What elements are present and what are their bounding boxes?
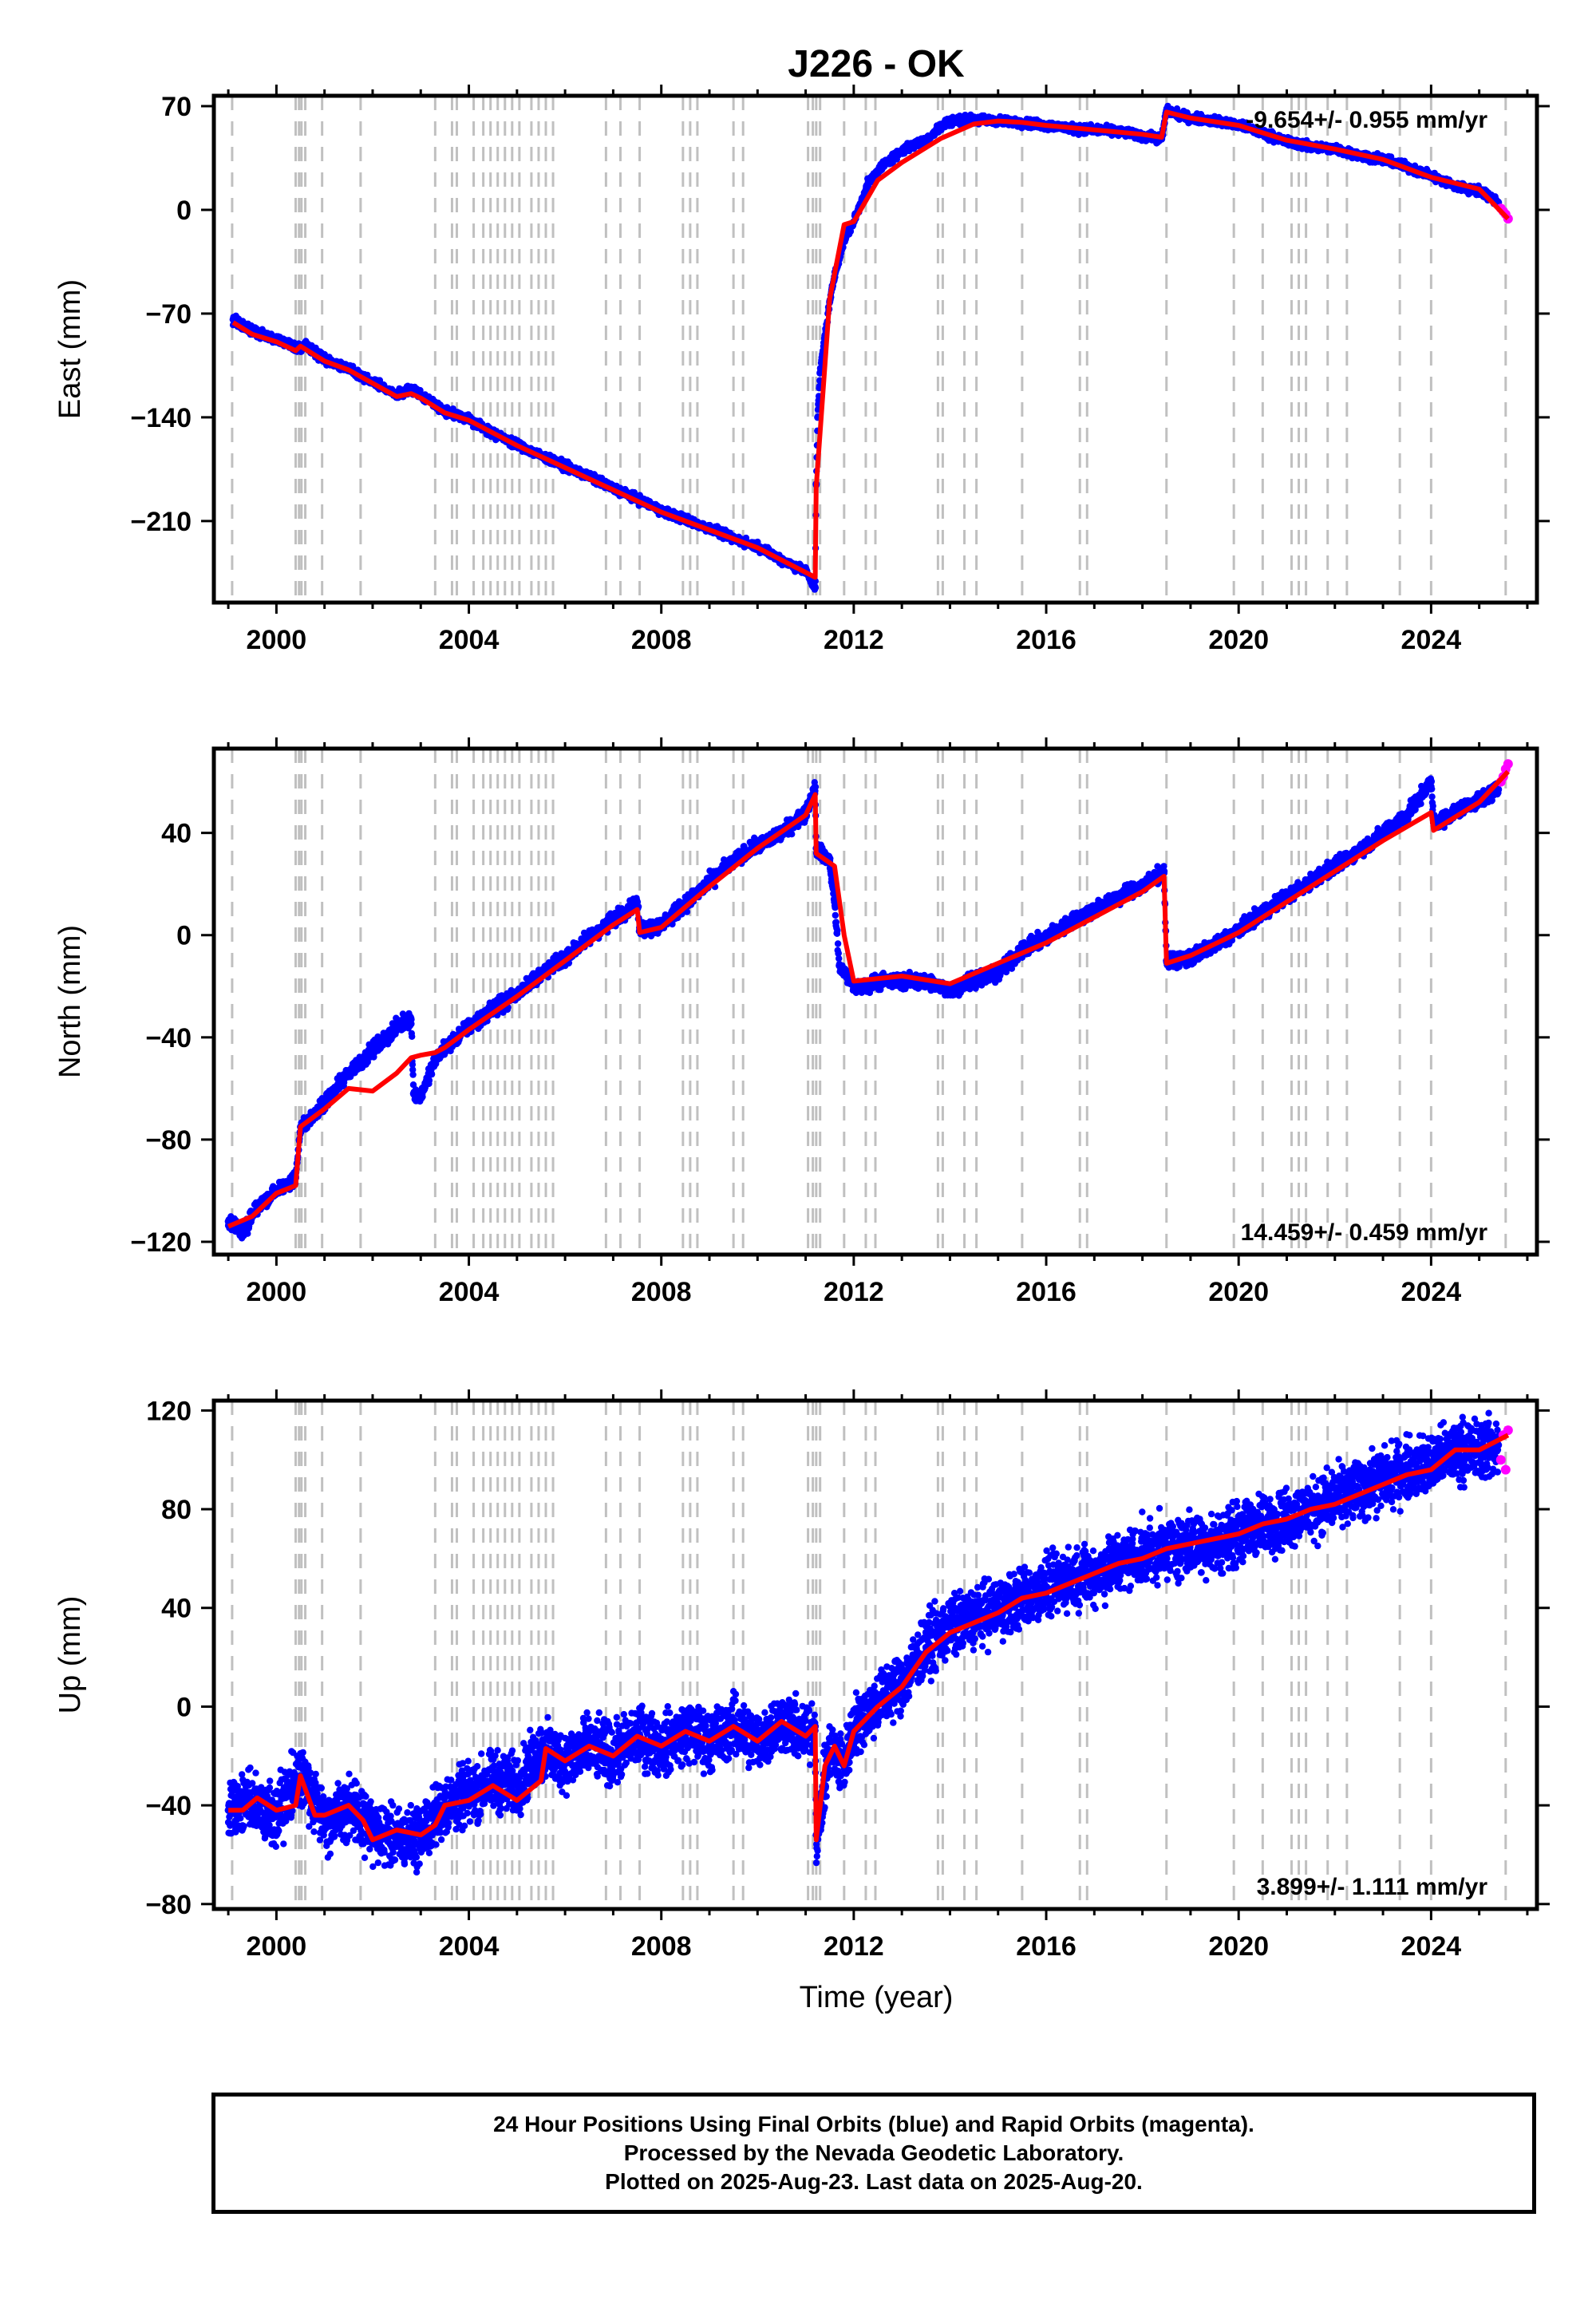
final-point bbox=[864, 180, 872, 188]
plot-area bbox=[224, 749, 1513, 1255]
final-point bbox=[407, 385, 415, 393]
x-tick-label: 2020 bbox=[1208, 625, 1269, 655]
final-point bbox=[970, 116, 978, 124]
final-point bbox=[946, 117, 954, 125]
y-axis-label: East (mm) bbox=[53, 279, 87, 419]
plot-area bbox=[229, 96, 1513, 603]
rate-label: -9.654+/- 0.955 mm/yr bbox=[1246, 107, 1487, 133]
final-point bbox=[812, 583, 820, 591]
y-tick-label: 0 bbox=[176, 196, 192, 226]
panel-frame bbox=[211, 93, 1539, 605]
x-tick-label: 2004 bbox=[439, 625, 500, 655]
east-panel: 2000 2004 2008 2012 2016 2020 2024 70 0 −70 −140 −2… bbox=[53, 85, 1550, 655]
final-point bbox=[898, 147, 906, 155]
x-tick-label: 2000 bbox=[247, 625, 307, 655]
x-tick-label: 2016 bbox=[1016, 625, 1077, 655]
y-tick-label: −210 bbox=[130, 507, 192, 537]
x-tick-label: 2012 bbox=[824, 625, 884, 655]
y-tick-label: −70 bbox=[145, 299, 192, 330]
final-point bbox=[936, 123, 944, 131]
final-point bbox=[879, 161, 887, 169]
final-point bbox=[922, 136, 930, 144]
north-panel: 2000 2004 2008 2012 2016 2020 2024400−40−80−12… bbox=[53, 737, 1550, 1307]
model-line bbox=[231, 109, 1510, 580]
x-tick-label: 2024 bbox=[1401, 625, 1462, 655]
y-tick-label: 70 bbox=[161, 92, 192, 122]
final-point bbox=[812, 578, 819, 585]
chart-title: J226 - OK bbox=[788, 43, 965, 85]
y-tick-label: −140 bbox=[130, 403, 192, 433]
x-tick-label: 2008 bbox=[631, 625, 692, 655]
